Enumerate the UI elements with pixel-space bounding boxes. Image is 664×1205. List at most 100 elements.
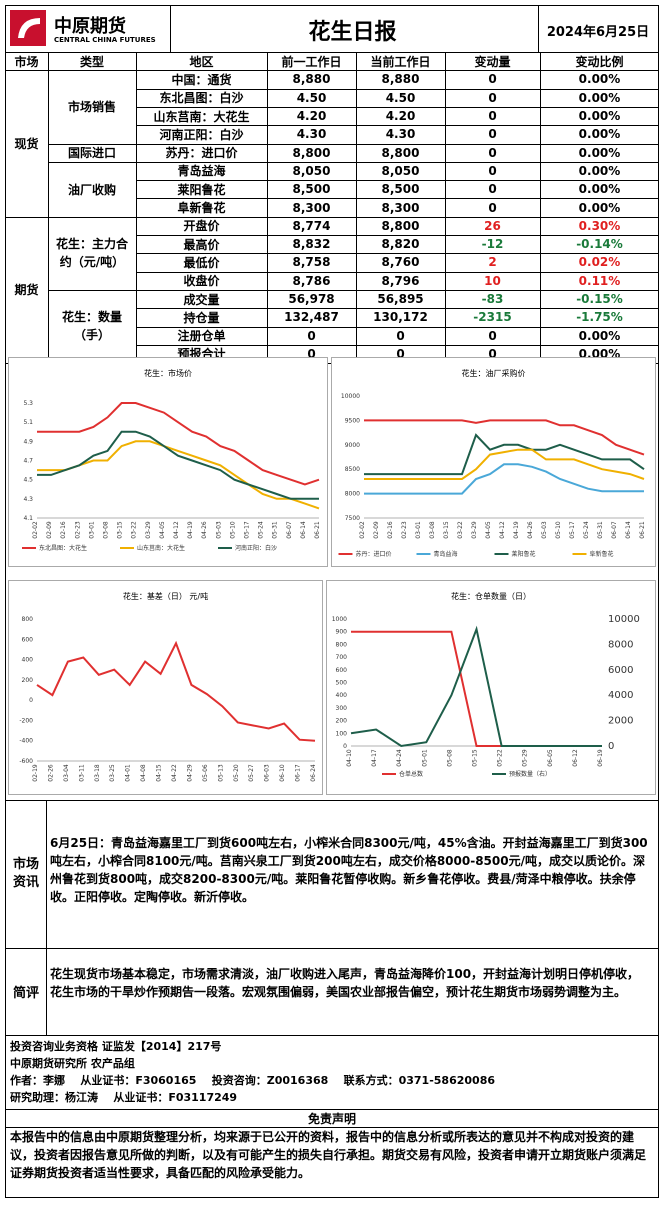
x-tick-label: 04-08 [140, 764, 147, 782]
x-tick-label: 03-11 [78, 764, 85, 782]
y-tick-label: -400 [19, 738, 33, 745]
curr-value-cell: 8,880 [381, 72, 420, 87]
x-tick-label: 06-07 [286, 521, 293, 539]
change-cell: 0 [488, 109, 497, 124]
x-tick-label: 05-13 [217, 764, 224, 782]
legend-label: 东北昌图：大花生 [39, 544, 87, 552]
x-tick-label: 05-06 [202, 764, 209, 782]
region-cell: 最低价 [183, 255, 220, 270]
curr-value-cell: 8,800 [381, 145, 420, 160]
assistant-line: 研究助理：杨江涛 从业证书：F03117249 [10, 1091, 238, 1104]
type-oil-mill: 油厂收购 [67, 182, 116, 197]
type-market-sales: 市场销售 [67, 100, 116, 115]
x-tick-label: 02-23 [74, 521, 81, 539]
prev-value-cell: 4.30 [296, 127, 327, 142]
x-tick-label: 02-09 [373, 521, 380, 539]
y-tick-label: -600 [19, 758, 33, 765]
x-tick-label: 03-29 [471, 521, 478, 539]
table-rule [540, 52, 541, 364]
change-cell: 26 [484, 218, 501, 233]
y-tick-label: 7500 [345, 515, 360, 522]
prev-value-cell: 0 [307, 346, 316, 361]
x-tick-label: 05-24 [583, 521, 590, 539]
series-line [37, 430, 319, 500]
prev-value-cell: 0 [307, 328, 316, 343]
x-tick-label: 04-19 [187, 521, 194, 539]
table-rule [136, 308, 659, 310]
change-pct-cell: 0.00% [578, 163, 621, 178]
table-rule [136, 52, 137, 364]
series-line [350, 625, 602, 748]
region-cell: 收盘价 [183, 274, 220, 289]
x-tick-label: 04-24 [396, 749, 403, 767]
change-pct-cell: -0.14% [576, 237, 623, 252]
y-tick-label: 600 [336, 667, 348, 674]
prev-value-cell: 8,800 [292, 145, 331, 160]
y-tick-label: 4.7 [23, 458, 33, 465]
x-tick-label: 03-08 [429, 521, 436, 539]
prev-value-cell: 4.20 [296, 109, 327, 124]
prev-value-cell: 8,500 [292, 182, 331, 197]
x-tick-label: 05-24 [258, 521, 265, 539]
x-tick-label: 04-22 [171, 764, 178, 782]
x-tick-label: 06-14 [300, 521, 307, 539]
y-tick-label: 300 [336, 705, 348, 712]
prev-value-cell: 132,487 [284, 310, 339, 325]
curr-value-cell: 0 [396, 346, 405, 361]
x-tick-label: 06-21 [639, 521, 646, 539]
x-tick-label: 03-22 [457, 521, 464, 539]
x-tick-label: 05-01 [421, 749, 428, 767]
curr-value-cell: 8,300 [381, 200, 420, 215]
table-rule [48, 289, 659, 291]
curr-value-cell: 4.20 [385, 109, 416, 124]
chart-warehouse-receipts: 花生：仓单数量（日） 1000 900 800 700 600 500 400 300 200 1… [326, 580, 656, 795]
table-rule [136, 198, 659, 200]
chart-oil-mill-price: 花生：油厂采购价 10000 9500 9000 8500 8000 7500 02-02 0… [331, 357, 656, 567]
x-tick-label: 04-17 [371, 749, 378, 767]
x-tick-label: 06-14 [625, 521, 632, 539]
series-line [351, 630, 602, 747]
change-cell: -83 [481, 292, 504, 307]
logo-icon [10, 10, 46, 46]
y-tick-label: 1000 [332, 616, 347, 623]
curr-value-cell: 8,500 [381, 182, 420, 197]
y-tick-label: 10000 [341, 393, 360, 400]
change-cell: 0 [488, 200, 497, 215]
y-tick-label: 4.9 [23, 438, 33, 445]
y-tick-label: 5.1 [23, 419, 33, 426]
change-pct-cell: 0.00% [578, 182, 621, 197]
y-tick-label: 4.3 [23, 496, 33, 503]
y-tick-label: 4.1 [23, 515, 33, 522]
x-tick-label: 02-09 [46, 521, 53, 539]
x-tick-label: 04-19 [513, 521, 520, 539]
curr-value-cell: 130,172 [373, 310, 428, 325]
y-tick-label: 200 [336, 718, 348, 725]
curr-value-cell: 8,796 [381, 273, 420, 288]
x-tick-label: 05-10 [555, 521, 562, 539]
x-tick-label: 02-16 [60, 521, 67, 539]
y-tick-label: 0 [29, 697, 33, 704]
change-pct-cell: 0.00% [578, 72, 621, 87]
y-tick-label: 0 [343, 743, 347, 750]
x-tick-label: 06-07 [611, 521, 618, 539]
change-pct-cell: 0.11% [578, 273, 621, 288]
prev-value-cell: 4.50 [296, 90, 327, 105]
table-rule [136, 253, 659, 255]
x-tick-label: 06-19 [597, 749, 604, 767]
change-pct-cell: 0.00% [578, 200, 621, 215]
x-tick-label: 03-15 [117, 521, 124, 539]
x-tick-label: 06-17 [295, 764, 302, 782]
series-line [36, 640, 316, 742]
table-rule [136, 125, 659, 127]
x-tick-label: 03-01 [88, 521, 95, 539]
market-futures: 期货 [14, 283, 39, 298]
market-info-text: 6月25日：青岛益海嘉里工厂到货600吨左右，小榨米合同8300元/吨，45%含… [50, 836, 648, 904]
chart-title: 花生：仓单数量（日） [451, 592, 531, 601]
region-cell: 莱阳鲁花 [177, 182, 226, 197]
table-rule [136, 326, 659, 328]
y-tick-label: 700 [336, 654, 348, 661]
x-tick-label: 06-10 [279, 764, 286, 782]
prev-value-cell: 8,050 [292, 163, 331, 178]
x-tick-label: 03-18 [94, 764, 101, 782]
series-line [364, 448, 645, 480]
